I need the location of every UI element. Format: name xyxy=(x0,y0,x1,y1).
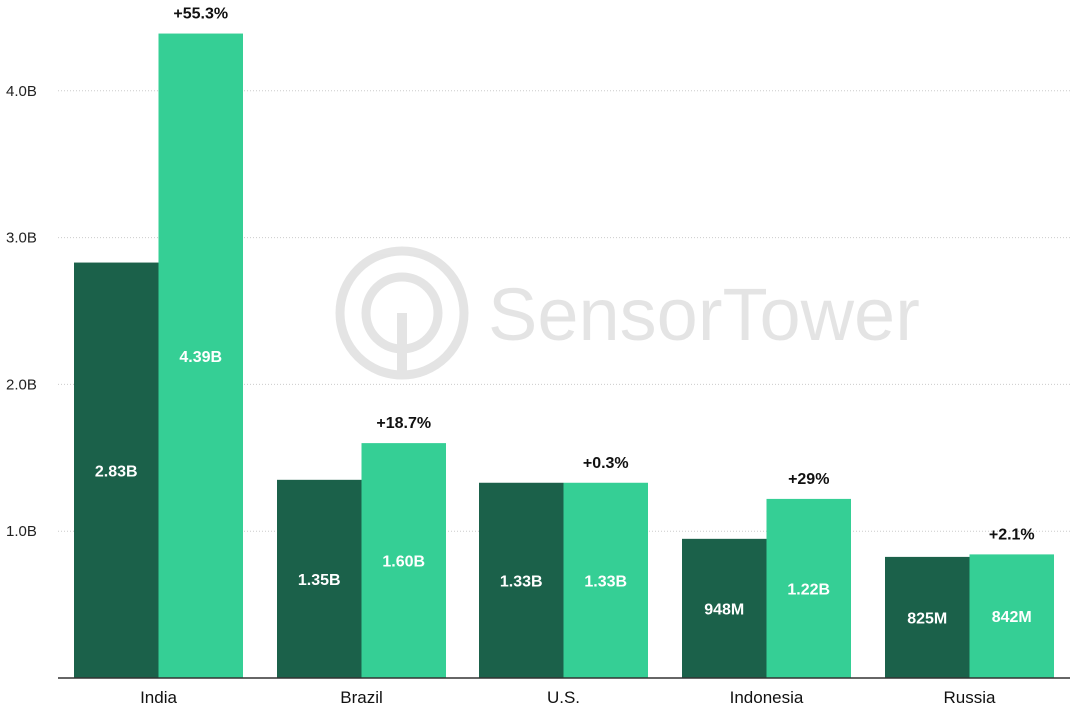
y-tick-label: 3.0B xyxy=(6,230,37,247)
bars xyxy=(74,33,1054,679)
bar-brazil-series-2 xyxy=(361,443,446,678)
watermark: SensorTower xyxy=(335,246,920,380)
bar-russia-series-2 xyxy=(969,554,1054,678)
bar-value-label: 842M xyxy=(992,609,1032,626)
growth-label: +29% xyxy=(788,471,829,488)
sensor-tower-logo-icon xyxy=(335,246,469,380)
bar-value-label: 1.22B xyxy=(787,581,830,598)
x-axis-categories: India Brazil U.S. Indonesia Russia xyxy=(140,688,996,707)
bar-value-label: 1.60B xyxy=(382,554,425,571)
x-category-label: India xyxy=(140,688,177,707)
x-category-label: Indonesia xyxy=(730,688,804,707)
bar-indonesia-series-2 xyxy=(766,498,851,678)
bar-us-series-1 xyxy=(479,482,564,678)
growth-label: +18.7% xyxy=(376,415,431,432)
bar-value-label: 825M xyxy=(907,610,947,627)
bar-india-series-2 xyxy=(158,33,243,679)
x-category-label: U.S. xyxy=(547,688,580,707)
bar-indonesia-series-1 xyxy=(682,538,767,678)
bar-value-label: 948M xyxy=(704,601,744,618)
bar-value-label: 1.33B xyxy=(500,573,543,590)
bar-russia-series-1 xyxy=(885,556,970,678)
x-category-label: Russia xyxy=(944,688,997,707)
y-tick-label: 4.0B xyxy=(6,83,37,100)
bar-brazil-series-1 xyxy=(277,479,362,678)
growth-label: +2.1% xyxy=(989,526,1035,543)
bar-value-label: 1.35B xyxy=(298,572,341,589)
y-tick-label: 1.0B xyxy=(6,523,37,540)
bar-value-label: 4.39B xyxy=(179,349,222,366)
growth-label: +55.3% xyxy=(173,6,228,23)
bar-value-label: 1.33B xyxy=(584,573,627,590)
bar-us-series-2 xyxy=(563,482,648,678)
watermark-text: SensorTower xyxy=(488,273,920,356)
bar-india-series-1 xyxy=(74,262,159,678)
x-category-label: Brazil xyxy=(340,688,383,707)
y-tick-label: 2.0B xyxy=(6,376,37,393)
bar-value-label: 2.83B xyxy=(95,463,138,480)
bar-labels: 2.83B 4.39B +55.3% 1.35B 1.60B +18.7% 1.33B 1.3… xyxy=(95,6,1035,628)
growth-label: +0.3% xyxy=(583,455,629,472)
y-axis-ticks: 1.0B 2.0B 3.0B 4.0B xyxy=(6,83,37,540)
